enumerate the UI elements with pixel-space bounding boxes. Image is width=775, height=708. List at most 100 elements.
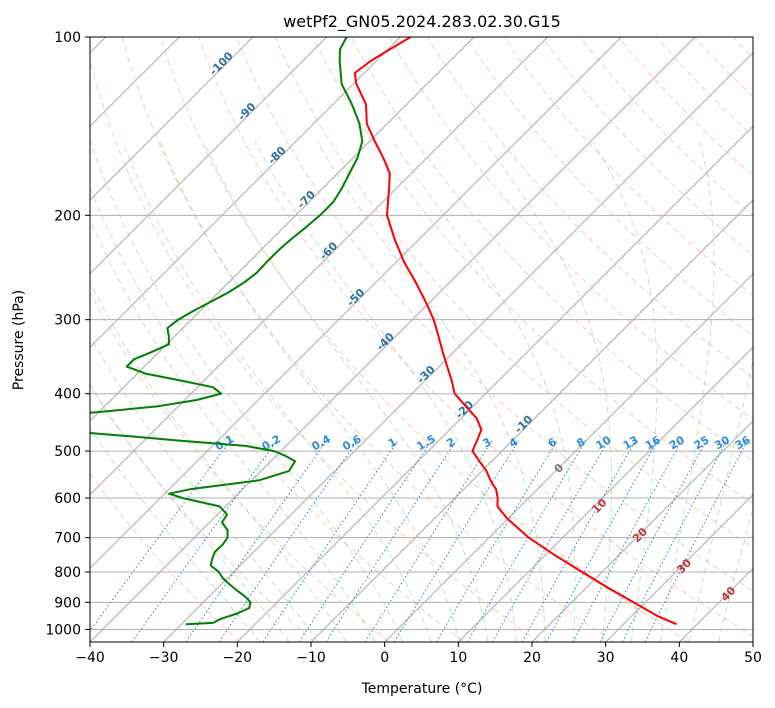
isotherm-label: -50 — [344, 286, 367, 309]
moist-adiabat-label: 30 — [674, 556, 694, 576]
y-tick-label: 100 — [54, 30, 81, 46]
isotherm-line — [90, 37, 549, 496]
x-axis-ticks: −40 −30 −20 −10 0 10 20 30 40 50 — [75, 642, 762, 666]
mixing-ratio-line — [364, 440, 493, 642]
moist-adiabat-line — [316, 141, 546, 642]
mixing-ratio-label: 6 — [546, 435, 559, 450]
isotherm-line — [90, 37, 328, 275]
moist-adiabat-line — [90, 383, 290, 642]
background-lines — [90, 37, 775, 642]
isotherm-line — [457, 346, 753, 642]
dry-adiabat-line — [90, 472, 241, 642]
isotherm-line — [163, 51, 753, 642]
x-tick-label: −10 — [296, 650, 326, 666]
moist-adiabat-label: 40 — [718, 584, 738, 604]
isotherm-label: -90 — [235, 100, 258, 123]
isotherm-line — [531, 420, 753, 642]
y-tick-label: 400 — [54, 387, 81, 403]
x-tick-label: 10 — [449, 650, 467, 666]
mixing-ratio-label: 13 — [621, 433, 641, 452]
x-tick-label: −40 — [75, 650, 105, 666]
x-tick-label: 50 — [744, 650, 762, 666]
mixing-ratio-line — [298, 440, 432, 642]
mixing-ratio-line — [599, 440, 707, 642]
moist-adiabat-label: 10 — [589, 496, 609, 516]
isotherm-line — [678, 567, 753, 642]
isotherm-label: -20 — [453, 398, 476, 421]
isoline-labels: 0.1 0.2 0.4 0.6 1 1.5 2 3 4 6 8 10 13 16 20 25 30 36-100-… — [207, 49, 753, 604]
mixing-ratio-line — [644, 440, 748, 642]
dry-adiabat-line — [90, 59, 540, 642]
isotherm-line — [90, 37, 696, 642]
mixing-ratio-line — [131, 440, 278, 642]
mixing-ratio-label: 0.4 — [310, 432, 334, 453]
temperature-profile — [353, 37, 677, 626]
mixing-ratio-label: 4 — [507, 435, 520, 450]
mixing-ratio-label: 16 — [643, 433, 663, 452]
mixing-ratio-line — [521, 440, 637, 642]
dry-adiabat-line — [541, 37, 753, 257]
mixing-ratio-line — [393, 440, 520, 642]
moist-adiabat-line — [592, 141, 658, 642]
isotherm-line — [605, 493, 753, 642]
moist-adiabat-line — [484, 141, 612, 642]
mixing-ratio-line — [262, 440, 399, 642]
y-axis-ticks: 100 200 300 400 500 600 700 800 900 1000 — [45, 30, 90, 638]
dry-adiabat-line — [90, 291, 390, 642]
x-tick-label: 40 — [670, 650, 688, 666]
mixing-ratio-label: 30 — [712, 433, 732, 452]
dry-adiabat-line — [236, 37, 753, 592]
y-tick-label: 500 — [54, 444, 81, 460]
mixing-ratio-line — [467, 440, 587, 642]
moist-adiabat-line — [659, 141, 715, 642]
x-tick-label: 20 — [523, 650, 541, 666]
mixing-ratio-line — [218, 440, 358, 642]
moist-adiabat-line — [254, 141, 517, 642]
y-tick-label: 600 — [54, 491, 81, 507]
dry-adiabat-line — [426, 37, 753, 378]
isotherm-line — [90, 37, 254, 201]
isotherm-label: -10 — [512, 412, 535, 435]
dry-adiabat-line — [465, 37, 753, 337]
mixing-ratio-label: 20 — [667, 433, 687, 452]
x-tick-label: 0 — [380, 650, 389, 666]
isotherm-line — [384, 272, 753, 642]
moist-adiabat-line — [90, 335, 319, 642]
dry-adiabat-line — [274, 37, 753, 548]
dry-adiabat-line — [159, 37, 689, 642]
y-tick-label: 1000 — [45, 622, 81, 638]
dry-adiabat-line — [312, 37, 753, 505]
mixing-ratio-line — [90, 440, 231, 632]
isotherm-label: -30 — [414, 363, 437, 386]
moist-adiabat-label: 0 — [552, 461, 567, 476]
x-tick-label: −20 — [223, 650, 253, 666]
y-tick-label: 800 — [54, 565, 81, 581]
moist-adiabat-line — [90, 141, 404, 642]
mixing-ratio-label: 8 — [574, 435, 587, 450]
y-tick-label: 900 — [54, 595, 81, 611]
dewpoint-profile — [90, 37, 364, 626]
dry-adiabat-line — [732, 37, 753, 59]
moist-adiabat-line — [717, 506, 753, 642]
y-tick-label: 300 — [54, 313, 81, 329]
moist-adiabat-line — [90, 281, 347, 642]
mixing-ratio-label: 1.5 — [414, 432, 437, 453]
x-tick-label: −30 — [149, 650, 179, 666]
dry-adiabat-line — [617, 37, 753, 177]
dry-adiabat-line — [388, 37, 753, 420]
moist-adiabat-line — [90, 427, 261, 642]
dry-adiabat-line — [771, 37, 775, 642]
dry-adiabat-line — [121, 37, 614, 642]
mixing-ratio-line — [185, 440, 328, 642]
moist-adiabat-line — [688, 358, 753, 642]
isotherm-label: -40 — [374, 330, 397, 353]
y-tick-label: 200 — [54, 208, 81, 224]
isotherm-line — [310, 199, 753, 642]
isotherm-line — [90, 37, 622, 570]
dry-adiabat-line — [350, 37, 753, 462]
dry-adiabat-line — [503, 37, 753, 297]
mixing-ratio-label: 0.6 — [340, 432, 364, 453]
isotherm-label: -60 — [317, 239, 340, 262]
profile-lines — [90, 37, 677, 626]
